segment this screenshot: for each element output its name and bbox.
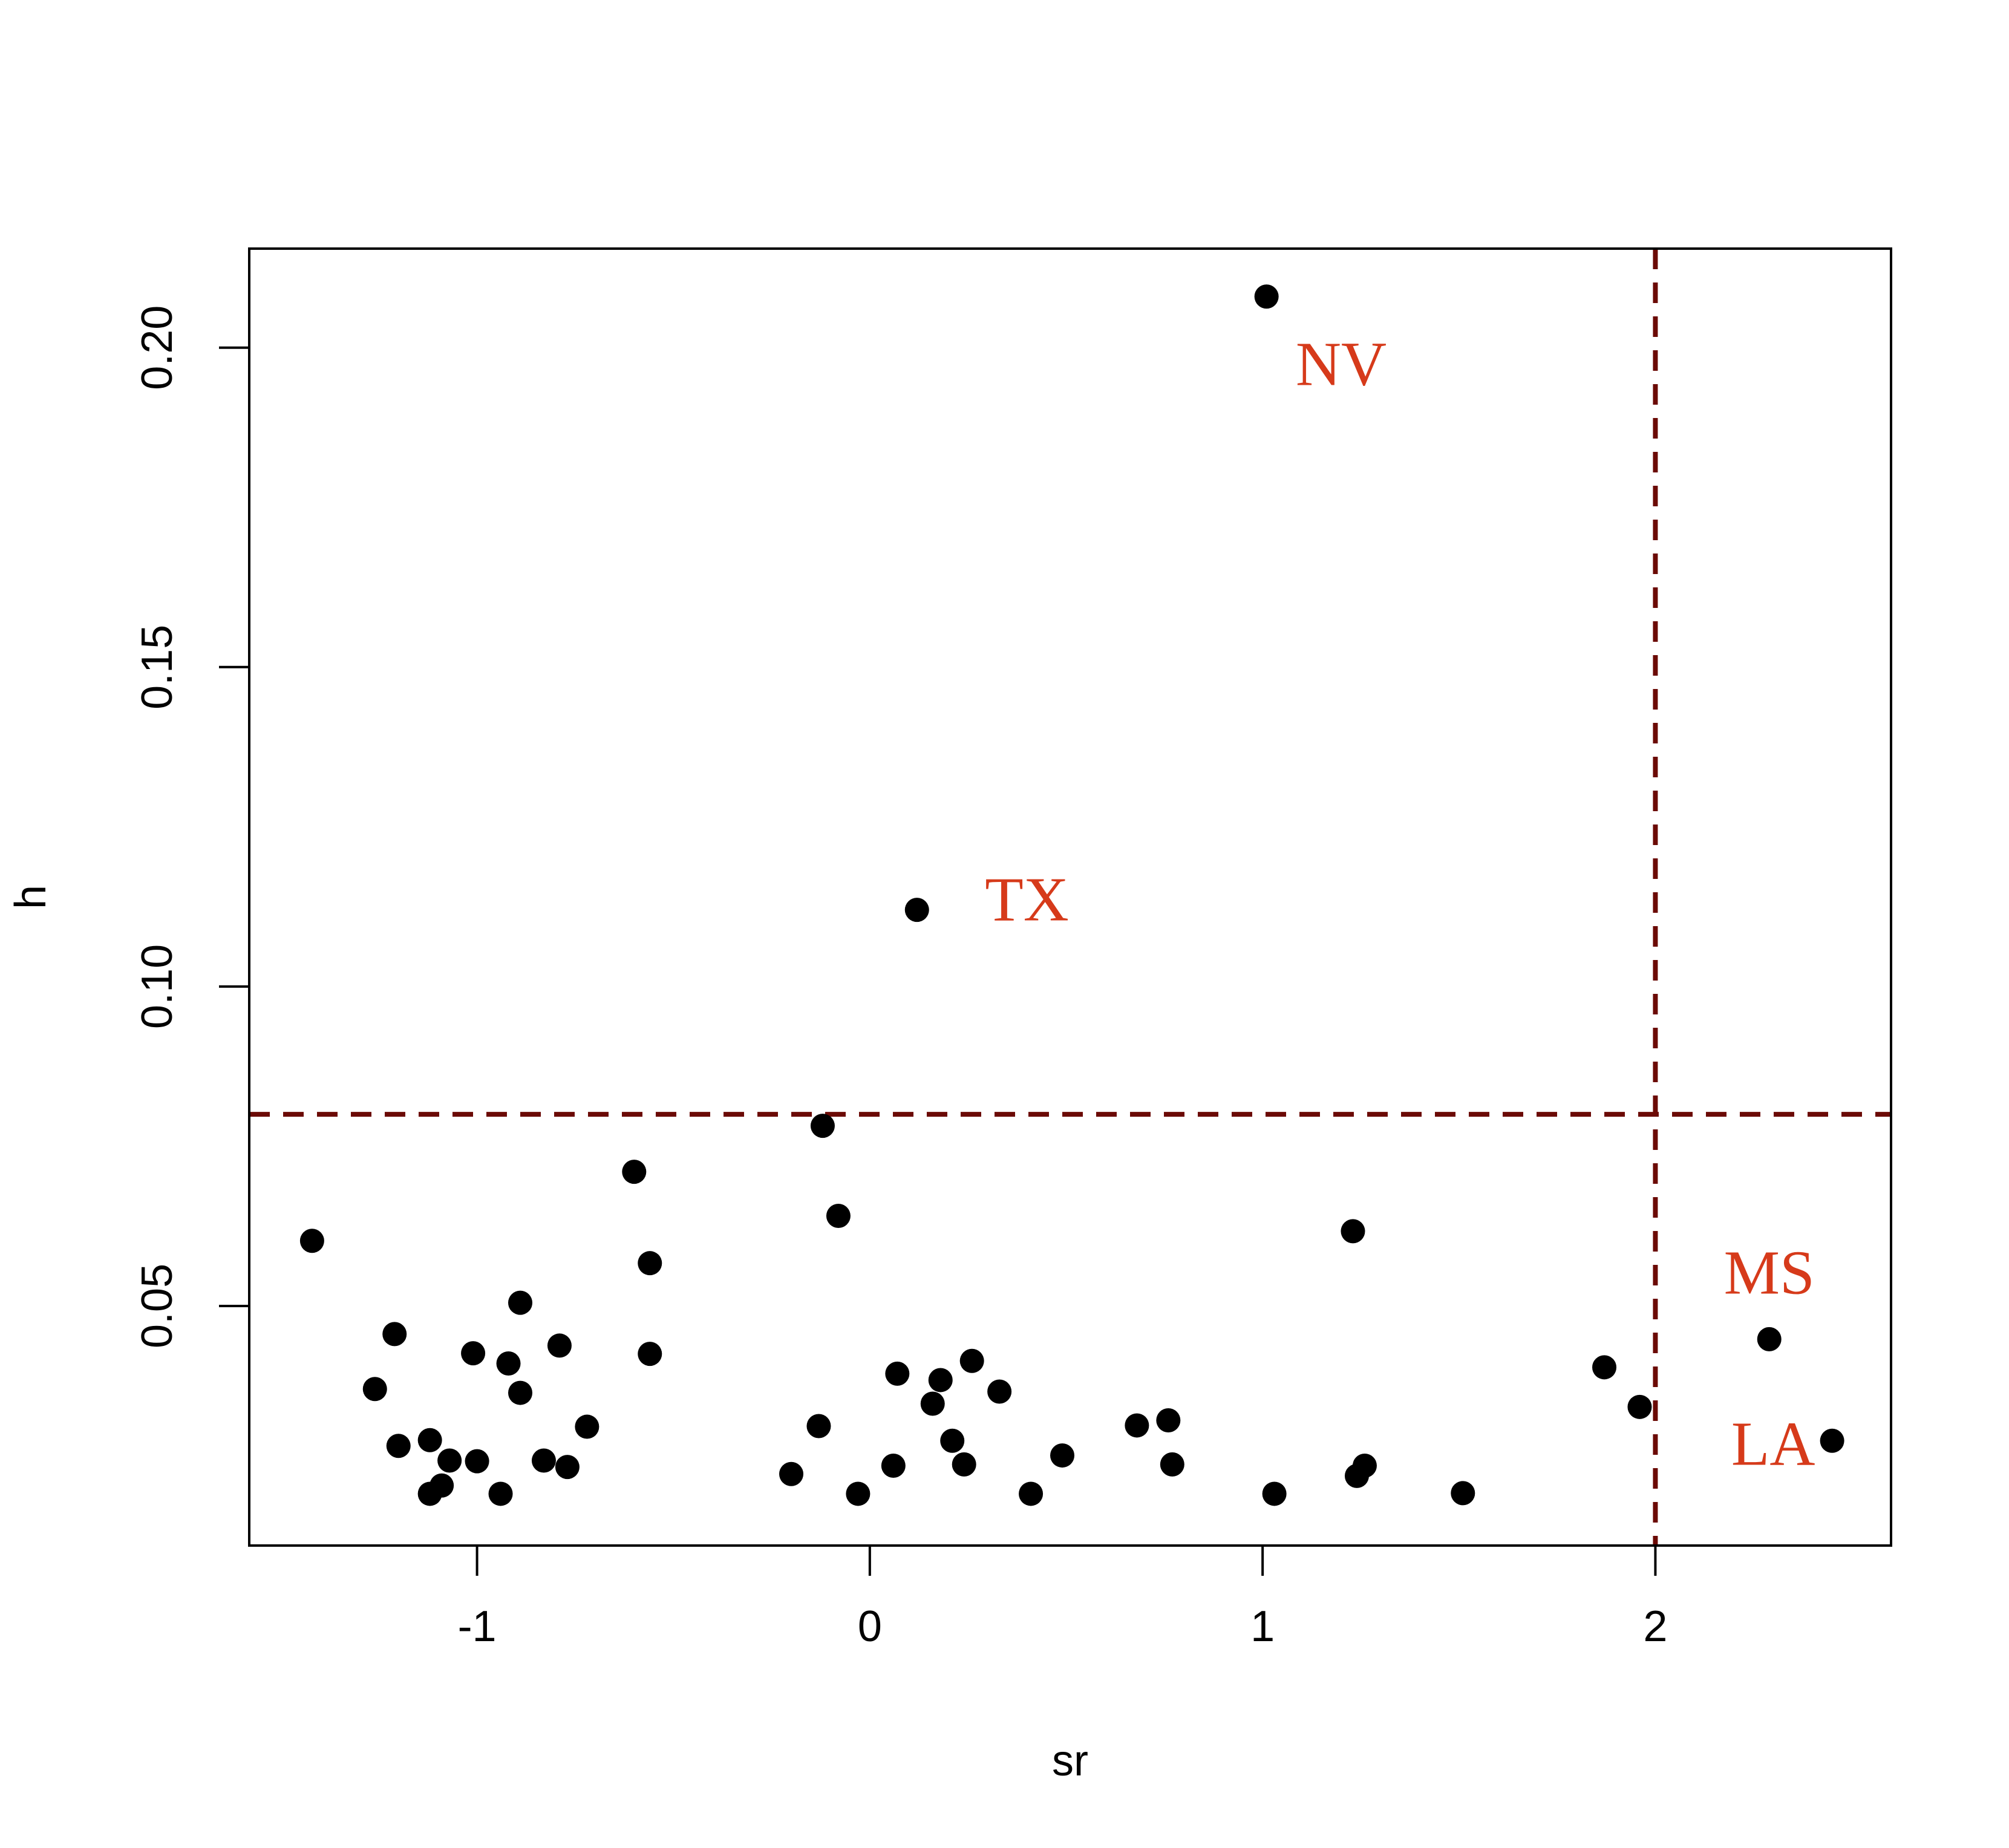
data-point — [461, 1341, 486, 1366]
x-axis: -1 0 1 2 — [458, 1544, 1667, 1651]
data-point — [959, 1348, 984, 1373]
y-tick-label: 0.15 — [133, 625, 181, 710]
x-tick-label: 0 — [858, 1602, 882, 1651]
data-point — [1757, 1327, 1782, 1351]
data-point — [1627, 1394, 1652, 1419]
data-point — [904, 898, 929, 922]
data-point — [382, 1322, 407, 1347]
data-point — [920, 1391, 945, 1416]
point-label: LA — [1731, 1409, 1815, 1478]
data-point — [417, 1428, 442, 1452]
data-point — [1125, 1413, 1149, 1438]
point-label: TX — [985, 865, 1069, 935]
y-axis-label: h — [7, 885, 55, 909]
data-point — [1820, 1428, 1844, 1453]
data-point — [437, 1448, 462, 1473]
data-point — [362, 1377, 387, 1402]
data-point — [928, 1368, 953, 1393]
y-axis: 0.05 0.10 0.15 0.20 — [133, 305, 250, 1348]
data-point — [1592, 1355, 1617, 1380]
data-point — [1160, 1452, 1184, 1477]
data-point — [547, 1333, 572, 1358]
data-point — [1262, 1481, 1287, 1506]
point-label: NV — [1296, 330, 1387, 399]
x-tick-label: 2 — [1643, 1602, 1667, 1651]
data-point — [987, 1379, 1012, 1404]
data-point — [826, 1204, 851, 1229]
data-point — [508, 1380, 533, 1405]
data-point — [575, 1414, 599, 1439]
reference-lines — [249, 249, 1891, 1546]
x-tick-label: 1 — [1250, 1602, 1275, 1651]
point-label: MS — [1724, 1238, 1815, 1307]
data-point — [952, 1452, 976, 1477]
data-point — [465, 1449, 489, 1474]
data-point — [846, 1481, 871, 1506]
data-point — [1050, 1443, 1075, 1468]
data-point — [496, 1351, 521, 1376]
y-tick-label: 0.20 — [133, 305, 181, 390]
data-point — [622, 1160, 647, 1184]
data-point — [555, 1455, 580, 1480]
data-point — [1019, 1481, 1044, 1506]
data-point — [299, 1229, 324, 1253]
data-point — [1156, 1408, 1181, 1432]
data-point — [881, 1453, 906, 1478]
data-point — [508, 1290, 533, 1315]
x-tick-label: -1 — [458, 1602, 497, 1651]
data-point — [885, 1361, 910, 1386]
y-tick-label: 0.10 — [133, 944, 181, 1029]
data-points — [299, 284, 1844, 1506]
x-axis-label: sr — [1052, 1737, 1088, 1785]
data-point — [810, 1114, 835, 1138]
data-point — [386, 1434, 411, 1458]
data-point — [806, 1414, 831, 1438]
data-point — [488, 1481, 513, 1506]
data-point — [638, 1251, 662, 1276]
y-tick-label: 0.05 — [133, 1264, 181, 1348]
data-point — [531, 1448, 556, 1473]
data-point — [1451, 1481, 1475, 1506]
data-point — [638, 1342, 662, 1366]
data-point — [1341, 1219, 1365, 1244]
data-point — [1352, 1453, 1377, 1478]
data-point — [940, 1428, 965, 1453]
data-point — [1254, 284, 1279, 309]
data-point — [430, 1473, 454, 1498]
point-annotations: NV TX MS LA — [985, 330, 1815, 1479]
data-point — [779, 1461, 804, 1486]
